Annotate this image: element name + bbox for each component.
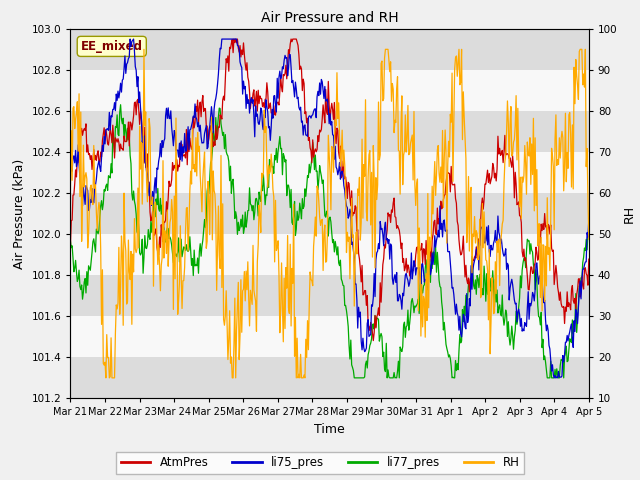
Bar [70,70,589,111]
Title: Air Pressure and RH: Air Pressure and RH [260,11,399,25]
Legend: AtmPres, li75_pres, li77_pres, RH: AtmPres, li75_pres, li77_pres, RH [116,452,524,474]
X-axis label: Time: Time [314,423,345,436]
Bar [70,357,589,398]
Bar [70,316,589,357]
Text: EE_mixed: EE_mixed [81,40,143,53]
Bar [70,234,589,275]
Y-axis label: Air Pressure (kPa): Air Pressure (kPa) [13,158,26,269]
Bar [70,193,589,234]
Bar [70,111,589,152]
Bar [70,152,589,193]
Bar [70,29,589,70]
Bar [70,275,589,316]
Y-axis label: RH: RH [623,204,636,223]
